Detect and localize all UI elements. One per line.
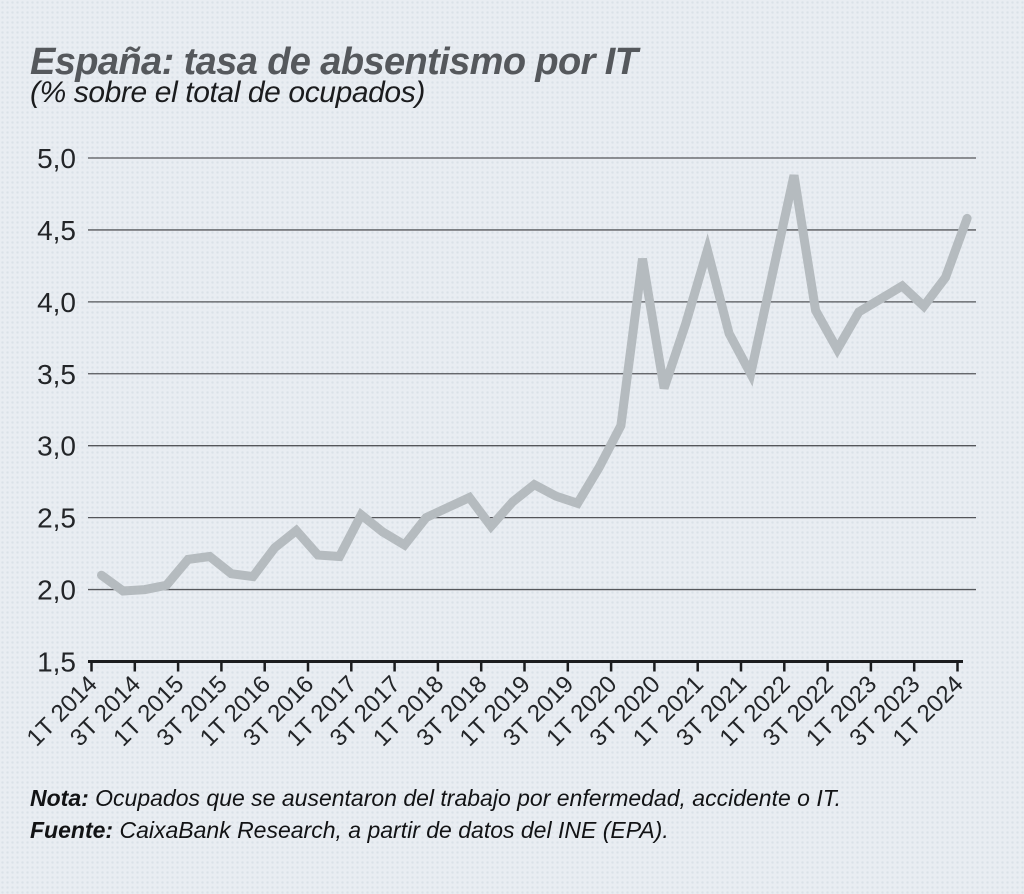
y-axis-label: 4,5	[37, 215, 76, 246]
y-axis-label: 4,0	[37, 287, 76, 318]
y-axis-label: 3,5	[37, 359, 76, 390]
source-line: Fuente: CaixaBank Research, a partir de …	[30, 814, 1014, 846]
y-axis-label: 1,5	[37, 647, 76, 678]
y-axis-label: 5,0	[37, 143, 76, 174]
source-text: CaixaBank Research, a partir de datos de…	[113, 817, 669, 843]
source-label: Fuente:	[30, 817, 114, 843]
y-axis-label: 2,0	[37, 575, 76, 606]
chart-title: España: tasa de absentismo por IT	[30, 41, 638, 84]
note-text: Ocupados que se ausentaron del trabajo p…	[88, 785, 842, 811]
note-label: Nota:	[30, 785, 89, 811]
chart-footnotes: Nota: Ocupados que se ausentaron del tra…	[30, 782, 1014, 846]
y-axis-label: 2,5	[37, 503, 76, 534]
note-line: Nota: Ocupados que se ausentaron del tra…	[30, 782, 1014, 814]
chart-subtitle: (% sobre el total de ocupados)	[30, 76, 425, 109]
y-axis-label: 3,0	[37, 431, 76, 462]
absenteeism-rate-series	[97, 174, 972, 596]
